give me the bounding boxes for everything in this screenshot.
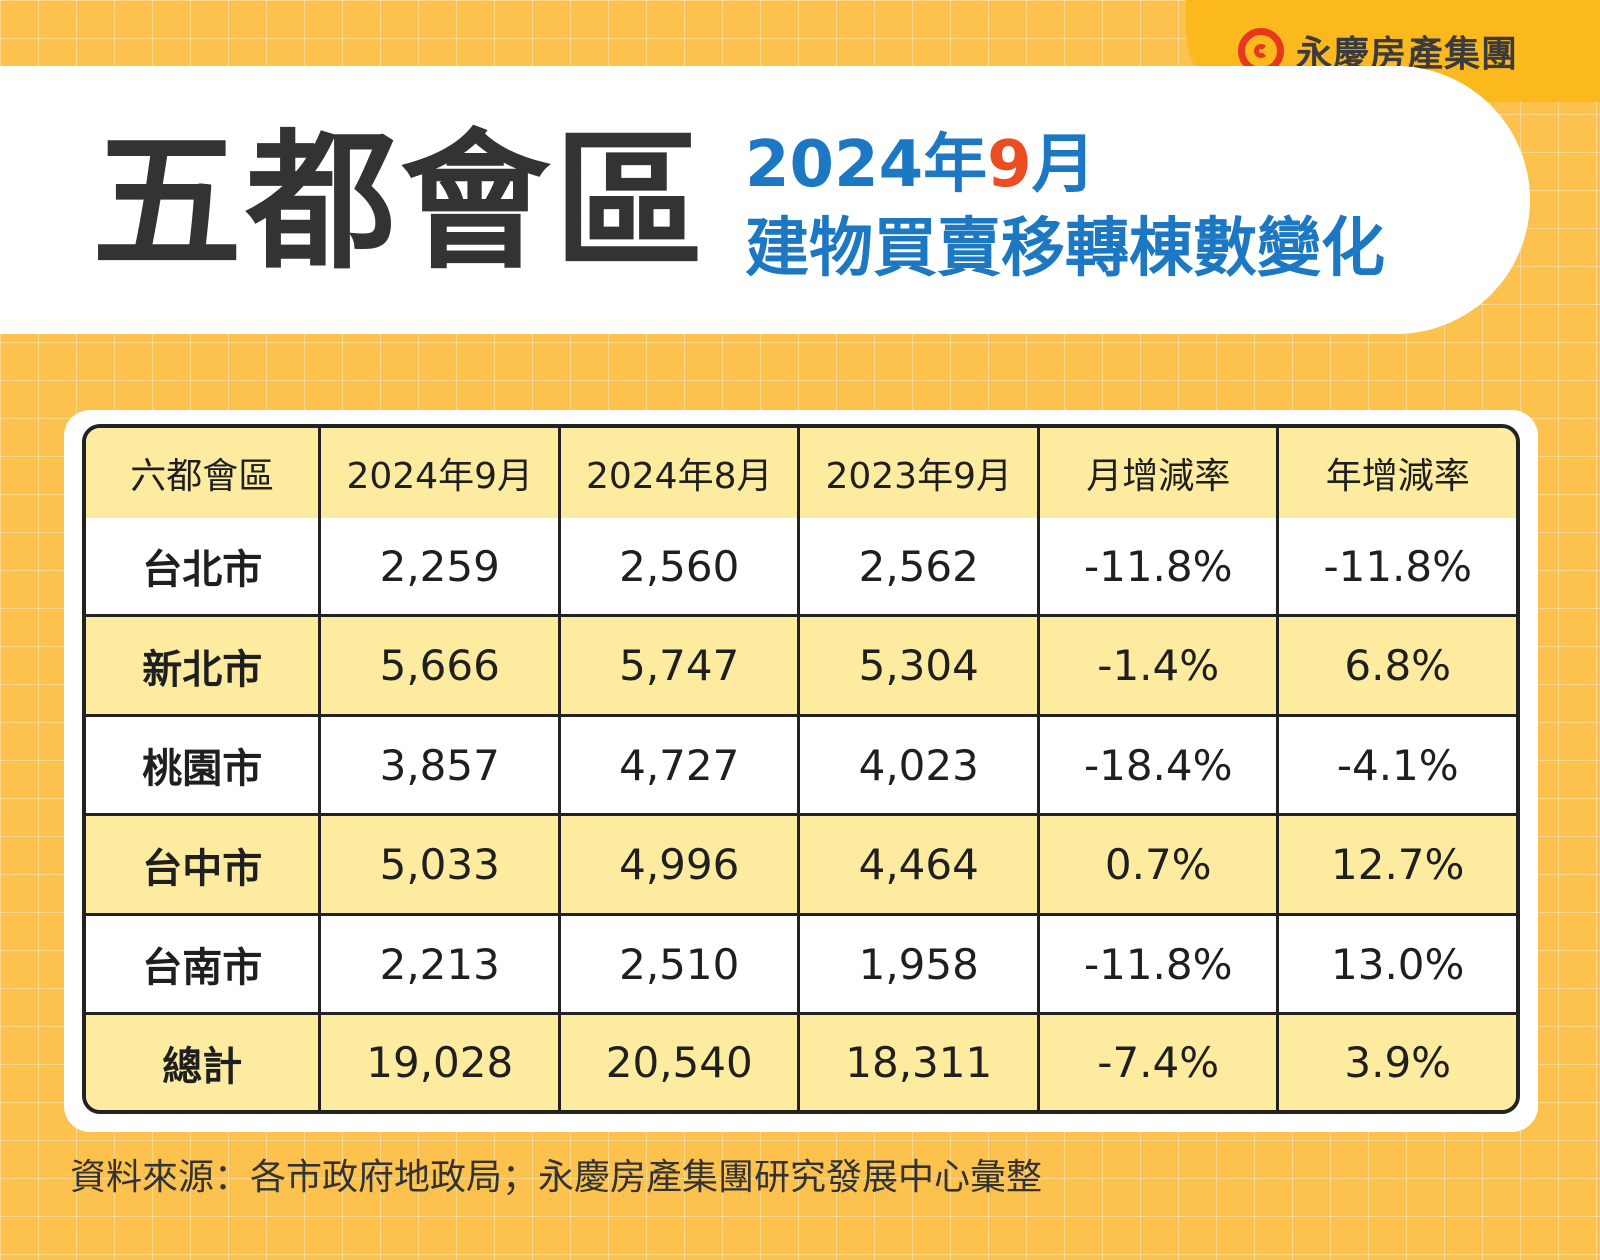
column-header: 年增減率: [1279, 428, 1516, 518]
value-cell: -11.8%: [1279, 518, 1516, 618]
subtitle-date: 2024年9月: [745, 128, 1096, 202]
value-cell: 2,562: [800, 518, 1040, 618]
table-row: 總計 19,028 20,540 18,311 -7.4% 3.9%: [86, 1015, 1516, 1110]
value-cell: 0.7%: [1039, 816, 1280, 916]
value-cell: 2,560: [560, 518, 801, 618]
value-cell: 5,304: [800, 617, 1040, 717]
value-cell: -18.4%: [1039, 716, 1280, 817]
value-cell: 6.8%: [1279, 617, 1516, 717]
subtitle-month-suffix: 月: [1031, 128, 1096, 202]
table-row: 台北市 2,259 2,560 2,562 -11.8% -11.8%: [86, 518, 1516, 618]
region-cell: 桃園市: [86, 716, 322, 817]
value-cell: 12.7%: [1279, 816, 1516, 916]
subtitle-month-number: 9: [987, 128, 1032, 202]
source-note: 資料來源：各市政府地政局；永慶房產集團研究發展中心彙整: [70, 1157, 1043, 1198]
table-row: 台南市 2,213 2,510 1,958 -11.8% 13.0%: [86, 915, 1516, 1016]
table-header-row: 六都會區 2024年9月 2024年8月 2023年9月 月增減率 年增減率: [86, 428, 1516, 518]
column-header: 2023年9月: [800, 428, 1040, 518]
value-cell: 20,540: [560, 1015, 801, 1110]
column-header: 六都會區: [86, 428, 322, 518]
main-title: 五都會區: [92, 116, 709, 290]
value-cell: 4,023: [800, 716, 1040, 817]
subtitle-year: 2024年: [745, 128, 988, 202]
value-cell: 2,213: [321, 915, 561, 1016]
value-cell: 5,747: [560, 617, 801, 717]
title-banner: [0, 66, 1530, 334]
column-header: 月增減率: [1039, 428, 1280, 518]
value-cell: -1.4%: [1039, 617, 1280, 717]
data-table: 六都會區 2024年9月 2024年8月 2023年9月 月增減率 年增減率 台北市 2,2…: [82, 424, 1520, 1114]
value-cell: 3.9%: [1279, 1015, 1516, 1110]
value-cell: 13.0%: [1279, 915, 1516, 1016]
region-cell: 總計: [86, 1015, 322, 1110]
value-cell: 1,958: [800, 915, 1040, 1016]
value-cell: -11.8%: [1039, 518, 1280, 618]
column-header: 2024年9月: [321, 428, 561, 518]
value-cell: -11.8%: [1039, 915, 1280, 1016]
value-cell: 4,727: [560, 716, 801, 817]
value-cell: 18,311: [800, 1015, 1040, 1110]
value-cell: 19,028: [321, 1015, 561, 1110]
value-cell: 4,464: [800, 816, 1040, 916]
region-cell: 台中市: [86, 816, 322, 916]
region-cell: 台南市: [86, 915, 322, 1016]
table-row: 桃園市 3,857 4,727 4,023 -18.4% -4.1%: [86, 716, 1516, 817]
value-cell: 5,033: [321, 816, 561, 916]
region-cell: 台北市: [86, 518, 322, 618]
value-cell: 3,857: [321, 716, 561, 817]
column-header: 2024年8月: [560, 428, 801, 518]
value-cell: 2,259: [321, 518, 561, 618]
value-cell: 2,510: [560, 915, 801, 1016]
subtitle-topic: 建物買賣移轉棟數變化: [745, 212, 1385, 286]
value-cell: -7.4%: [1039, 1015, 1280, 1110]
value-cell: 4,996: [560, 816, 801, 916]
region-cell: 新北市: [86, 617, 322, 717]
value-cell: -4.1%: [1279, 716, 1516, 817]
value-cell: 5,666: [321, 617, 561, 717]
table-row: 新北市 5,666 5,747 5,304 -1.4% 6.8%: [86, 617, 1516, 717]
table-row: 台中市 5,033 4,996 4,464 0.7% 12.7%: [86, 816, 1516, 916]
